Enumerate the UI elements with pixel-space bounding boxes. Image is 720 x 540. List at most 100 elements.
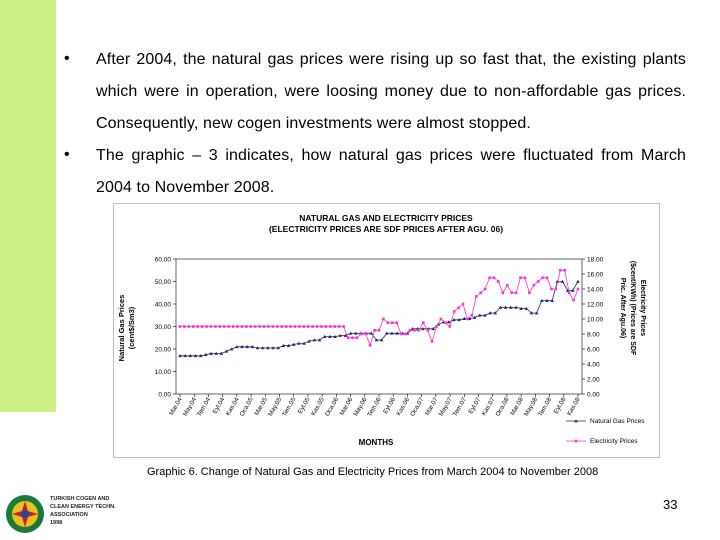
electricity-price-point: [417, 328, 421, 332]
y-axis-label-left-unit: (cent$/Sm3): [127, 306, 136, 349]
x-axis-label: MONTHS: [359, 438, 394, 447]
y-axis-label-right: Electricity Prices: [639, 280, 646, 337]
electricity-price-point: [572, 298, 575, 302]
gas-price-point: [209, 351, 213, 355]
gas-price-point: [353, 331, 358, 335]
electricity-price-point: [386, 321, 390, 325]
electricity-price-point: [426, 328, 429, 332]
gas-price-point: [240, 344, 244, 349]
logo-center: [21, 510, 29, 518]
electricity-price-point: [245, 325, 248, 328]
gas-price-point: [446, 320, 451, 324]
gas-price-point: [312, 338, 317, 342]
x-tick-label: Tem.07: [452, 396, 469, 418]
electricity-price-point: [205, 325, 208, 328]
electricity-price-point: [240, 325, 244, 328]
accent-sidebar: [0, 0, 56, 412]
gas-price-point: [178, 353, 182, 358]
electricity-price-point: [483, 287, 487, 291]
gas-price-point: [545, 298, 549, 303]
x-tick-label: Oca.08: [494, 396, 510, 418]
gas-price-point: [390, 331, 394, 335]
electricity-price-point: [413, 328, 416, 332]
bullet-marker: •: [64, 146, 70, 163]
y-tick-left-label: 60,00: [155, 257, 172, 264]
y-tick-left-label: 30,00: [155, 324, 172, 331]
gas-price-point: [384, 331, 389, 335]
page-number: 33: [663, 497, 678, 512]
gas-price-point: [457, 317, 461, 322]
electricity-price-point: [510, 291, 513, 295]
electricity-price-point: [311, 325, 314, 328]
electricity-price-point: [479, 291, 483, 295]
electricity-price-point: [497, 280, 500, 283]
electricity-price-point: [302, 325, 306, 328]
gas-price-point: [498, 305, 503, 309]
electricity-price-point: [187, 325, 191, 328]
electricity-price-point: [528, 291, 531, 295]
electricity-price-point: [421, 321, 425, 325]
legend-electricity-marker: [574, 439, 578, 443]
gas-price-point: [286, 343, 291, 348]
gas-price-point: [348, 331, 353, 335]
x-tick-label: Tem.08: [537, 396, 554, 418]
electricity-price-point: [576, 287, 580, 291]
electricity-price-point: [559, 268, 562, 272]
gas-price-point: [188, 353, 193, 358]
electricity-price-point: [536, 280, 540, 283]
x-tick-label: Tem.04: [196, 396, 213, 418]
electricity-price-point: [545, 276, 549, 280]
gas-price-point: [322, 334, 327, 339]
electricity-price-point: [298, 325, 301, 328]
electricity-price-point: [404, 332, 407, 336]
electricity-price-point: [324, 325, 328, 328]
electricity-price-point: [430, 340, 434, 343]
gas-price-point: [245, 344, 249, 349]
gas-price-point: [317, 338, 322, 342]
gas-price-point: [302, 341, 306, 345]
gas-price-point: [224, 349, 229, 353]
electricity-price-point: [267, 325, 270, 328]
y-tick-right-label: 12.00: [587, 302, 604, 309]
gas-price-point: [524, 306, 529, 310]
gas-price-point: [291, 342, 296, 346]
gas-price-point: [509, 305, 513, 309]
electricity-price-point: [320, 325, 323, 328]
electricity-price-point: [200, 325, 204, 328]
electricity-price-point: [457, 306, 460, 310]
legend-gas-marker: [574, 419, 578, 423]
y-tick-right-label: 6.00: [587, 347, 600, 354]
y-tick-right-label: 0.00: [587, 392, 600, 399]
figure-caption: Graphic 6. Change of Natural Gas and Ele…: [147, 466, 599, 478]
logo-text-line: TURKISH COGEN AND: [50, 496, 110, 502]
electricity-price-point: [439, 317, 443, 321]
gas-price-point: [338, 333, 343, 337]
gas-price-point: [235, 344, 239, 349]
gas-price-point: [488, 311, 492, 315]
gas-price-point: [452, 317, 456, 322]
gas-price-point: [462, 316, 467, 321]
electricity-price-point: [329, 325, 332, 328]
electricity-price-point: [253, 325, 257, 328]
logo-text-line: 1998: [50, 520, 63, 526]
electricity-price-point: [368, 343, 372, 347]
electricity-price-point: [280, 325, 284, 328]
electricity-price-point: [541, 276, 544, 280]
logo-text: TURKISH COGEN AND CLEAN ENERGY TECHN. AS…: [50, 495, 135, 527]
x-tick-label: Oca.07: [409, 396, 425, 418]
x-tick-label: Tem.05: [281, 396, 298, 418]
gas-price-point: [369, 331, 374, 335]
electricity-price-point: [236, 325, 239, 328]
electricity-price-point: [258, 325, 261, 328]
electricity-price-point: [492, 276, 496, 280]
bullet-text: The graphic – 3 indicates, how natural g…: [96, 147, 686, 196]
gas-price-point: [421, 326, 425, 331]
gas-price-point: [229, 347, 234, 351]
y-axis-label-left: Natural Gas Prices: [117, 295, 126, 362]
chart-subtitle: (ELECTRICITY PRICES ARE SDF PRICES AFTER…: [269, 224, 503, 234]
electricity-price-point: [227, 325, 230, 328]
gas-price-point: [571, 288, 575, 292]
electricity-price-point: [355, 336, 359, 340]
y-tick-left-label: 40,00: [155, 302, 172, 309]
gas-price-point: [483, 313, 487, 317]
